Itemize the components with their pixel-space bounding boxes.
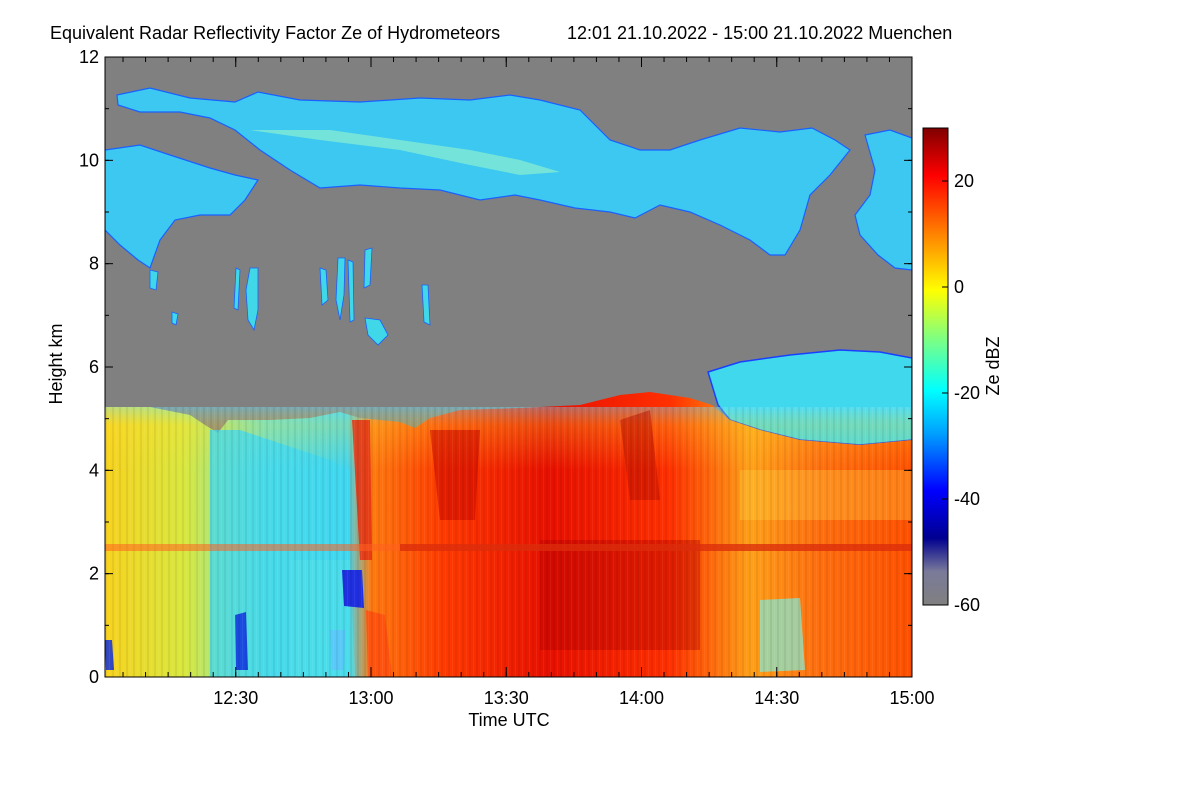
- colorbar-gradient: [922, 127, 949, 606]
- colorbar-label: Ze dBZ: [983, 336, 1003, 395]
- y-tick-label: 4: [89, 460, 99, 480]
- colorbar-ticks: 20 0 -20 -40 -60: [942, 171, 980, 615]
- colorbar-tick-label: 20: [954, 171, 974, 191]
- y-tick-label: 12: [79, 47, 99, 67]
- x-axis: 12:30 13:00 13:30 14:00 14:30 15:00: [122, 57, 935, 708]
- colorbar: 20 0 -20 -40 -60 Ze dBZ: [922, 127, 1003, 615]
- x-axis-label: Time UTC: [468, 710, 549, 730]
- colorbar-tick-label: -20: [954, 383, 980, 403]
- x-tick-label: 15:00: [889, 688, 934, 708]
- x-tick-label: 14:00: [619, 688, 664, 708]
- y-tick-label: 2: [89, 564, 99, 584]
- x-tick-label: 14:30: [754, 688, 799, 708]
- fall-streaks: [149, 247, 431, 346]
- precipitation-region: [105, 392, 912, 677]
- y-axis-label: Height km: [46, 323, 66, 404]
- x-tick-label: 13:00: [348, 688, 393, 708]
- plot-area: [105, 57, 912, 677]
- cirrus-layer: [105, 87, 912, 271]
- colorbar-tick-label: 0: [954, 277, 964, 297]
- x-tick-label: 12:30: [213, 688, 258, 708]
- x-tick-label: 13:30: [484, 688, 529, 708]
- y-tick-label: 8: [89, 254, 99, 274]
- y-tick-label: 10: [79, 150, 99, 170]
- y-tick-label: 0: [89, 667, 99, 687]
- colorbar-tick-label: -40: [954, 489, 980, 509]
- chart-title: Equivalent Radar Reflectivity Factor Ze …: [50, 23, 500, 43]
- y-axis: 0 2 4 6 8 10 12: [79, 47, 912, 687]
- chart-subtitle: 12:01 21.10.2022 - 15:00 21.10.2022 Muen…: [567, 23, 952, 43]
- colorbar-tick-label: -60: [954, 595, 980, 615]
- y-tick-label: 6: [89, 357, 99, 377]
